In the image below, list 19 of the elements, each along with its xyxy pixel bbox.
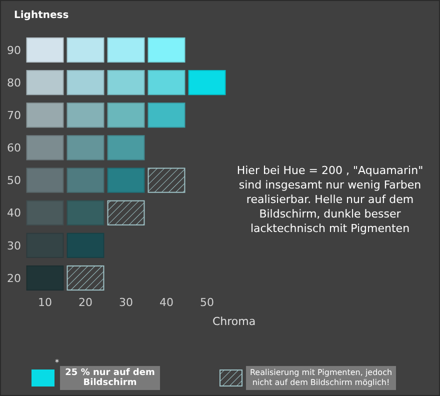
y-axis-title: Lightness <box>14 10 69 21</box>
y-tick-label: 70 <box>7 108 21 122</box>
y-tick-label: 60 <box>7 142 21 155</box>
x-axis-title: Chroma <box>212 315 256 328</box>
y-tick-label: 40 <box>7 206 21 220</box>
y-tick-label: 30 <box>7 239 21 252</box>
x-tick-label: 40 <box>160 296 174 309</box>
x-tick-label: 50 <box>200 296 214 309</box>
text: Hier bei Hue = 200 , "Aquamarin" sind insgesamt nur wenig Farben realisierbar. Helle nur auf dem Bildschirm, dunkle besser lacktechnisch mit Pigmenten <box>236 164 424 235</box>
x-tick-label: 20 <box>78 296 92 309</box>
x-tick-label: 10 <box>38 296 52 309</box>
legend-label: 25 % nur auf dem Bildschirm <box>60 366 160 390</box>
y-tick-label: 20 <box>7 272 21 285</box>
legend-label: Realisierung mit Pigmenten, jedoch nicht auf dem Bildschirm möglich! <box>246 366 396 390</box>
y-tick-label: 50 <box>7 174 21 188</box>
y-tick-label: 90 <box>7 44 21 57</box>
text: * <box>55 358 59 367</box>
x-tick-label: 30 <box>119 296 133 309</box>
y-tick-label: 80 <box>7 76 21 90</box>
